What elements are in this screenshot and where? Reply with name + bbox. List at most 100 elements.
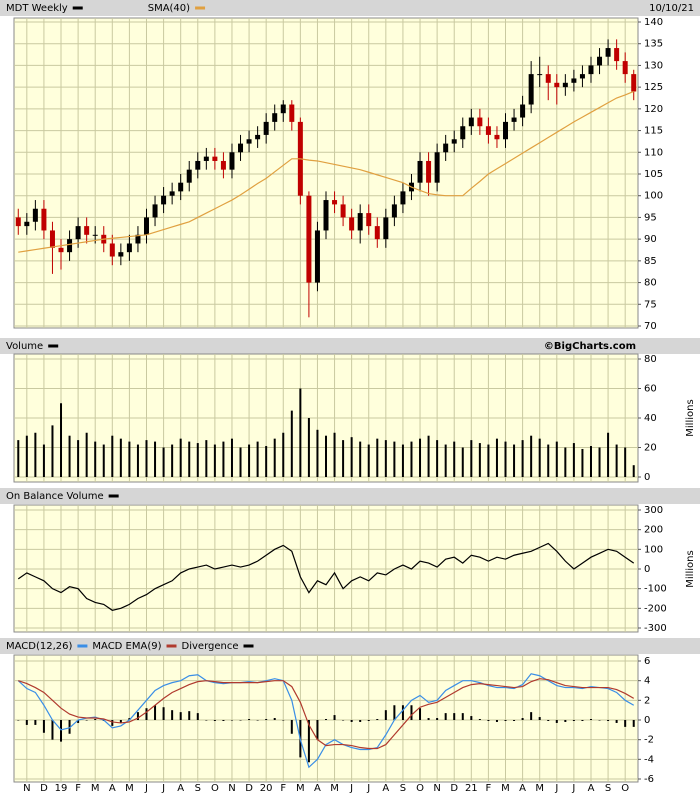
bar <box>436 440 439 477</box>
bar <box>325 719 327 720</box>
bar <box>171 444 174 477</box>
y-tick-label: 2 <box>644 695 650 706</box>
bar <box>51 720 54 740</box>
bar <box>196 713 199 720</box>
y-tick-label: 115 <box>644 126 663 137</box>
x-tick-label: 20 <box>260 783 273 794</box>
bar <box>384 710 387 720</box>
bar <box>307 418 310 477</box>
bar <box>538 438 541 477</box>
candle-body <box>75 226 81 240</box>
bar <box>504 441 507 477</box>
bar <box>453 713 456 720</box>
candle-body <box>272 113 278 122</box>
candle-body <box>238 143 244 153</box>
candle-body <box>118 252 124 257</box>
bar <box>128 441 131 477</box>
candle-body <box>605 48 611 57</box>
candle-body <box>41 208 47 231</box>
bar <box>316 429 319 477</box>
candle-body <box>203 156 209 161</box>
bar <box>265 446 268 477</box>
bar <box>205 720 208 721</box>
y-tick-label: -6 <box>644 774 654 785</box>
bar <box>273 438 276 477</box>
bar <box>94 441 97 477</box>
bar <box>624 720 627 727</box>
x-tick-label: J <box>571 783 575 794</box>
bar <box>607 432 610 477</box>
bar <box>530 435 533 477</box>
candle-body <box>494 134 500 140</box>
x-tick-label: N <box>433 783 440 794</box>
x-tick-label: N <box>23 783 30 794</box>
bar <box>68 435 71 477</box>
bar <box>478 719 481 720</box>
bar <box>128 718 131 720</box>
candle-body <box>443 143 449 153</box>
bar <box>615 720 618 723</box>
bar <box>179 438 182 477</box>
x-tick-label: J <box>366 783 370 794</box>
y-tick-label: 140 <box>644 17 663 28</box>
legend-label: Volume <box>6 341 43 352</box>
y-tick-label: 40 <box>644 413 657 424</box>
bar <box>444 713 447 720</box>
candle-body <box>588 65 594 75</box>
bar <box>60 720 63 742</box>
y-tick-label: 0 <box>644 715 650 726</box>
bar <box>162 707 165 720</box>
y-tick-label: 95 <box>644 212 657 223</box>
candle-body <box>417 160 423 183</box>
bar <box>547 444 550 477</box>
y-tick-label: 100 <box>644 544 663 555</box>
bar <box>401 705 404 720</box>
candle-body <box>562 82 568 88</box>
bar <box>77 720 80 723</box>
y-axis-label: Millions <box>685 399 696 436</box>
bar <box>401 444 404 477</box>
x-tick-label: S <box>605 783 611 794</box>
bar <box>222 720 225 721</box>
candle-body <box>314 230 320 283</box>
bar <box>367 444 370 477</box>
y-tick-label: 75 <box>644 299 657 310</box>
candle-body <box>579 74 585 79</box>
bar <box>632 720 635 727</box>
bar <box>60 403 63 477</box>
x-tick-label: J <box>161 783 165 794</box>
bar <box>102 444 105 477</box>
bar <box>513 444 516 477</box>
bar <box>77 440 80 477</box>
candle-body <box>67 239 73 253</box>
candle-body <box>152 204 158 218</box>
bar <box>530 712 533 720</box>
bar <box>85 720 88 721</box>
bar <box>42 720 45 733</box>
bar <box>410 705 413 720</box>
y-tick-label: 20 <box>644 443 657 454</box>
y-tick-label: -200 <box>644 603 667 614</box>
candle-body <box>143 217 149 235</box>
bar <box>171 710 174 720</box>
bar <box>547 720 550 721</box>
legend-label: SMA(40) <box>148 3 190 14</box>
bar <box>359 441 362 477</box>
x-tick-label: M <box>91 783 100 794</box>
x-tick-label: A <box>382 783 389 794</box>
candle-body <box>263 121 269 135</box>
candle-body <box>434 152 440 183</box>
candle-body <box>571 78 577 83</box>
x-tick-label: O <box>416 783 424 794</box>
bar <box>393 705 396 720</box>
x-tick-label: F <box>486 783 492 794</box>
bar <box>213 720 216 721</box>
x-tick-label: F <box>280 783 286 794</box>
bar <box>359 720 362 722</box>
bar <box>624 447 627 477</box>
candle-body <box>323 200 329 231</box>
bar <box>410 441 413 477</box>
candle-body <box>212 156 218 161</box>
x-tick-label: D <box>245 783 253 794</box>
y-tick-label: 0 <box>644 564 650 575</box>
